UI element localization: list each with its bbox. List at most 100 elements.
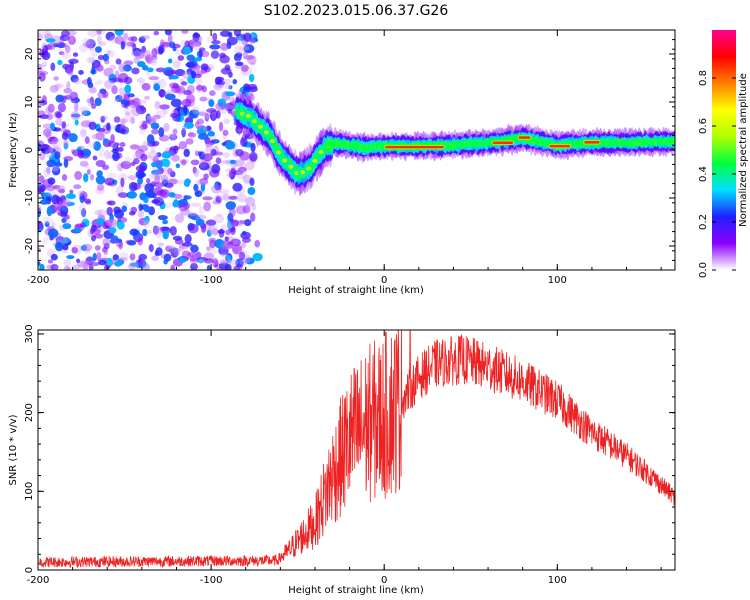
ridge-blob-core [239, 111, 245, 116]
noise-blob [92, 252, 97, 262]
noise-blob [87, 99, 92, 107]
noise-blob [145, 54, 154, 63]
noise-blob [219, 189, 230, 195]
noise-blob [43, 167, 52, 177]
noise-blob [143, 205, 151, 213]
ridge-blob-core [245, 114, 251, 119]
noise-blob [152, 80, 161, 85]
noise-blob [103, 138, 109, 144]
noise-blob [171, 85, 181, 94]
noise-blob [136, 77, 146, 83]
noise-blob [217, 83, 225, 88]
snr-xtick-label: -200 [27, 575, 50, 586]
noise-blob [122, 32, 129, 41]
noise-blob [160, 39, 165, 46]
noise-blob [220, 106, 228, 115]
noise-blob [116, 124, 122, 130]
noise-blob [233, 265, 241, 270]
noise-blob [153, 196, 164, 207]
noise-blob [218, 121, 224, 132]
noise-blob [63, 43, 69, 48]
noise-blob [97, 41, 107, 47]
noise-blob [65, 193, 77, 200]
noise-blob [83, 163, 90, 169]
noise-blob [184, 40, 191, 49]
noise-blob [118, 256, 128, 262]
noise-blob [45, 148, 54, 159]
noise-blob [104, 59, 110, 65]
noise-blob [130, 206, 138, 214]
ridge-blob-core [288, 164, 294, 169]
noise-blob [44, 221, 50, 228]
noise-blob [114, 30, 124, 36]
noise-blob [88, 87, 97, 94]
noise-blob [98, 147, 105, 158]
noise-blob [225, 229, 231, 236]
noise-blob [188, 212, 198, 217]
noise-blob [204, 137, 212, 148]
noise-blob [184, 234, 192, 244]
noise-blob [237, 36, 242, 44]
noise-blob [157, 242, 165, 247]
ridge-peak [584, 141, 600, 144]
noise-blob [206, 229, 212, 237]
noise-blob [239, 151, 250, 161]
noise-blob [236, 194, 248, 203]
noise-blob [38, 188, 45, 193]
noise-blob [96, 170, 103, 178]
noise-blob [161, 151, 172, 159]
noise-blob [42, 216, 53, 224]
noise-blob [51, 35, 62, 46]
noise-blob [141, 45, 147, 54]
noise-blob [169, 145, 181, 151]
noise-blob [94, 80, 103, 86]
noise-blob [243, 44, 255, 54]
noise-blob [141, 83, 151, 91]
noise-blob [131, 50, 142, 58]
noise-blob [109, 64, 117, 71]
noise-blob [39, 48, 49, 58]
noise-blob [148, 244, 154, 252]
noise-blob [229, 159, 237, 165]
noise-blob [167, 167, 173, 175]
noise-blob [203, 173, 209, 180]
noise-blob [244, 161, 255, 171]
noise-blob [106, 219, 117, 227]
noise-blob [172, 128, 178, 135]
noise-blob [51, 166, 61, 176]
noise-blob [57, 59, 63, 66]
noise-blob [203, 258, 215, 264]
noise-blob [137, 237, 143, 246]
noise-blob [197, 179, 209, 186]
noise-blob [93, 61, 100, 71]
noise-blob [162, 230, 170, 240]
noise-blob [216, 213, 223, 218]
noise-blob [129, 262, 140, 267]
noise-blob [126, 191, 138, 199]
noise-blob [49, 122, 55, 131]
noise-blob [46, 159, 57, 168]
noise-blob [168, 75, 179, 80]
noise-blob [94, 209, 102, 216]
noise-blob [74, 170, 83, 181]
noise-blob [198, 109, 207, 117]
noise-blob [94, 46, 102, 53]
noise-blob [198, 49, 203, 59]
noise-blob [224, 91, 236, 97]
noise-blob [66, 266, 72, 270]
noise-blob [218, 194, 227, 201]
noise-blob [166, 245, 178, 253]
noise-blob [50, 253, 58, 261]
noise-blob [208, 237, 216, 243]
spectrogram-xtick-label: 0 [381, 275, 387, 286]
noise-blob [235, 52, 243, 58]
noise-blob [249, 151, 258, 162]
noise-blob [183, 181, 189, 187]
noise-blob [194, 150, 199, 157]
noise-blob [103, 67, 114, 77]
noise-blob [62, 63, 70, 70]
noise-blob [163, 166, 173, 176]
noise-blob [113, 98, 120, 104]
noise-blob [73, 227, 82, 233]
noise-blob [47, 177, 56, 185]
